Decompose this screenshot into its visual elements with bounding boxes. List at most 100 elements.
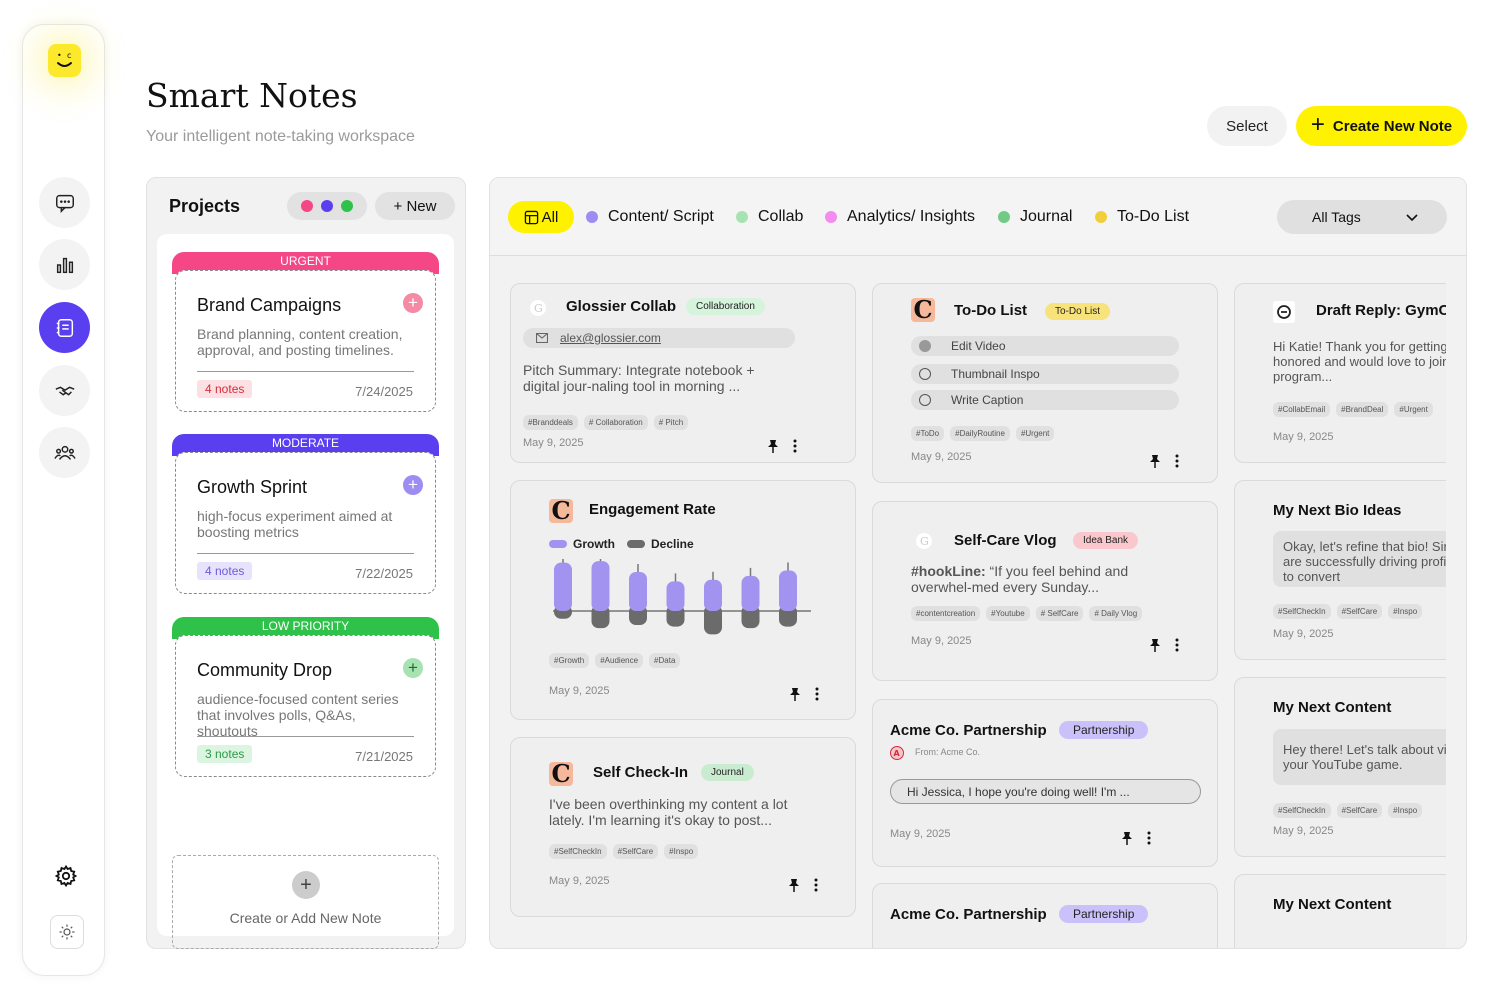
more-icon[interactable] xyxy=(815,687,819,701)
decline-bar xyxy=(704,605,722,635)
more-icon[interactable] xyxy=(1147,831,1151,845)
project-card-growth-sprint[interactable]: MODERATE Growth Sprint + high-focus expe… xyxy=(172,434,439,598)
project-description: audience-focused content series that inv… xyxy=(197,691,399,739)
note-card-acme-partnership-2[interactable]: Acme Co. Partnership Partnership xyxy=(872,883,1218,948)
priority-banner: MODERATE xyxy=(172,434,439,456)
todo-item[interactable]: Thumbnail Inspo xyxy=(911,364,1179,384)
note-card-glossier[interactable]: G Glossier Collab Collaboration alex@glo… xyxy=(510,283,856,463)
notes-count-badge: 4 notes xyxy=(197,562,253,580)
category-pill: Collaboration xyxy=(686,298,765,315)
pin-icon[interactable] xyxy=(1121,831,1133,845)
notes-icon[interactable] xyxy=(39,302,90,353)
filter-content-script[interactable]: Content/ Script xyxy=(586,208,714,226)
note-card-bio-ideas[interactable]: My Next Bio Ideas Okay, let's refine tha… xyxy=(1234,480,1446,660)
category-pill: Partnership xyxy=(1059,721,1149,739)
reply-input[interactable]: Hi Jessica, I hope you're doing well! I'… xyxy=(890,779,1201,804)
plus-icon[interactable]: + xyxy=(403,293,423,313)
sidebar: • c xyxy=(22,24,105,976)
pin-icon[interactable] xyxy=(1149,454,1161,468)
glossier-icon: G xyxy=(530,300,546,316)
color-dot-green[interactable] xyxy=(341,200,353,212)
pin-icon[interactable] xyxy=(789,687,801,701)
plus-icon[interactable]: + xyxy=(403,658,423,678)
todo-item[interactable]: Edit Video xyxy=(911,336,1179,356)
note-card-next-content-2[interactable]: My Next Content xyxy=(1234,874,1446,948)
todo-item[interactable]: Write Caption xyxy=(911,390,1179,410)
project-date: 7/24/2025 xyxy=(355,384,413,399)
projects-title: Projects xyxy=(169,196,241,216)
svg-text:A: A xyxy=(894,749,901,758)
checkbox[interactable] xyxy=(919,394,931,406)
chat-icon[interactable] xyxy=(39,177,90,228)
growth-bar xyxy=(741,575,760,611)
filter-todo-list[interactable]: To-Do List xyxy=(1095,208,1189,226)
tag-list: #ToDo #DailyRoutine #Urgent xyxy=(911,426,1055,441)
growth-bar xyxy=(554,562,572,611)
pin-icon[interactable] xyxy=(767,439,779,453)
sun-icon xyxy=(59,924,75,940)
note-card-acme-partnership[interactable]: Acme Co. Partnership Partnership A From:… xyxy=(872,699,1218,867)
create-note-label: Create New Note xyxy=(1332,117,1453,135)
table-icon xyxy=(524,210,538,224)
color-dots[interactable] xyxy=(287,192,367,220)
select-button[interactable]: Select xyxy=(1207,106,1287,146)
project-name: Growth Sprint xyxy=(197,477,308,497)
svg-text:G: G xyxy=(920,535,929,548)
growth-bar xyxy=(704,579,722,611)
project-name: Brand Campaigns xyxy=(197,295,342,315)
filter-journal[interactable]: Journal xyxy=(998,208,1072,226)
new-project-button[interactable]: + New xyxy=(375,192,455,220)
filter-collab[interactable]: Collab xyxy=(736,208,803,226)
growth-bar xyxy=(591,561,610,611)
chevron-down-icon xyxy=(1406,214,1418,222)
category-pill: Journal xyxy=(701,764,754,781)
note-card-todo-list[interactable]: C To-Do List To-Do List Edit Video Thumb… xyxy=(872,283,1218,483)
filter-analytics[interactable]: Analytics/ Insights xyxy=(825,208,975,226)
project-date: 7/22/2025 xyxy=(355,566,413,581)
projects-panel: Projects + New URGENT Brand Campaigns + … xyxy=(146,177,466,949)
decline-bar xyxy=(741,605,760,629)
more-icon[interactable] xyxy=(1175,454,1179,468)
note-card-engagement[interactable]: C Engagement Rate Growth Decline #Growth… xyxy=(510,480,856,720)
tag-list: #contentcreation #Youtube # SelfCare # Dail… xyxy=(911,606,1143,621)
theme-toggle-button[interactable] xyxy=(50,915,84,949)
notes-count-badge: 4 notes xyxy=(197,380,253,398)
more-icon[interactable] xyxy=(793,439,797,453)
app-logo[interactable]: • c xyxy=(48,44,81,77)
project-name: Community Drop xyxy=(197,660,333,680)
tag-list: #SelfCheckIn #SelfCare #Inspo xyxy=(1273,803,1423,818)
filter-all[interactable]: All xyxy=(508,201,574,233)
add-note-button[interactable]: + Create or Add New Note xyxy=(172,855,439,949)
team-icon[interactable] xyxy=(39,427,90,478)
gear-icon[interactable] xyxy=(54,864,78,888)
more-icon[interactable] xyxy=(1175,638,1179,652)
project-card-brand-campaigns[interactable]: URGENT Brand Campaigns + Brand planning,… xyxy=(172,252,439,416)
handshake-icon[interactable] xyxy=(39,365,90,416)
note-card-next-content[interactable]: My Next Content Hey there! Let's talk ab… xyxy=(1234,677,1446,857)
page-subtitle: Your intelligent note-taking workspace xyxy=(146,128,415,145)
project-card-community-drop[interactable]: LOW PRIORITY Community Drop + audience-f… xyxy=(172,617,439,781)
color-dot-purple[interactable] xyxy=(321,200,333,212)
more-icon[interactable] xyxy=(814,878,818,892)
add-note-label: Create or Add New Note xyxy=(229,910,382,926)
note-card-self-care-vlog[interactable]: G Self-Care Vlog Idea Bank #hookLine: “I… xyxy=(872,501,1218,681)
checkbox[interactable] xyxy=(919,368,931,380)
checkbox[interactable] xyxy=(919,340,931,352)
color-dot-pink[interactable] xyxy=(301,200,313,212)
c-logo-icon: C xyxy=(549,499,573,523)
plus-icon: + xyxy=(1310,110,1325,138)
decline-bar xyxy=(591,605,610,629)
note-card-self-check-in[interactable]: C Self Check-In Journal I've been overth… xyxy=(510,737,856,917)
tags-dropdown[interactable]: All Tags xyxy=(1277,200,1447,234)
legend-growth: Growth xyxy=(549,537,615,551)
tag-list: #Growth #Audience #Data xyxy=(549,653,681,668)
c-logo-icon: C xyxy=(549,762,573,786)
pin-icon[interactable] xyxy=(788,878,800,892)
plus-icon: + xyxy=(292,871,320,899)
email-field[interactable]: alex@glossier.com xyxy=(523,328,795,348)
pin-icon[interactable] xyxy=(1149,638,1161,652)
plus-icon[interactable]: + xyxy=(403,475,423,495)
create-note-button[interactable]: + Create New Note xyxy=(1296,106,1467,146)
chart-icon[interactable] xyxy=(39,239,90,290)
note-card-draft-reply[interactable]: Draft Reply: GymCo Hi Katie! Thank you f… xyxy=(1234,283,1446,463)
